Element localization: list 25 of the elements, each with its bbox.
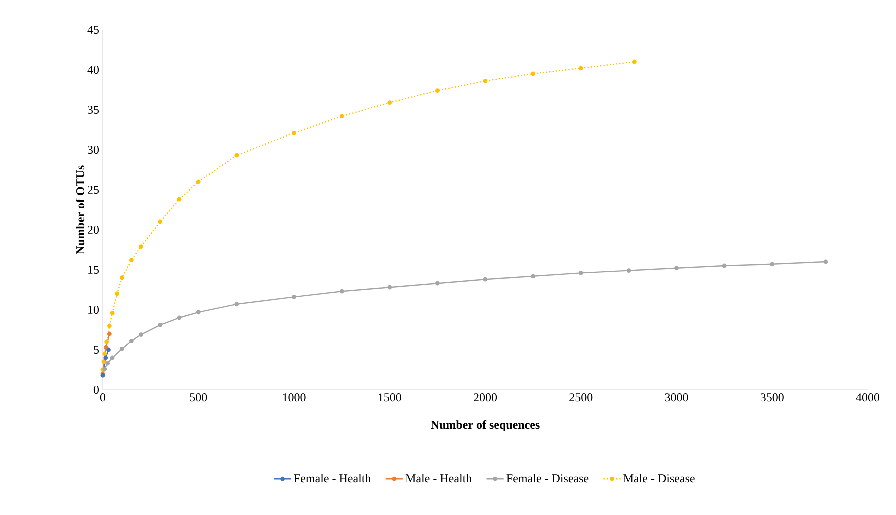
y-tick-label: 30 (88, 146, 100, 154)
y-tick-label: 0 (94, 386, 100, 394)
x-tick-label: 2500 (570, 394, 593, 402)
x-tick-label: 1500 (378, 394, 402, 402)
y-tick-label: 10 (88, 306, 100, 314)
x-tick-label: 0 (100, 394, 106, 402)
legend-label: Male - Disease (624, 474, 695, 483)
x-tick-label: 1000 (283, 394, 306, 402)
x-tick-label: 4000 (856, 394, 880, 402)
y-tick-label: 5 (94, 346, 100, 354)
y-tick-label: 40 (88, 66, 100, 74)
y-tick-label: 35 (88, 106, 100, 114)
y-tick-label: 15 (88, 266, 100, 274)
y-tick-label: 45 (88, 26, 100, 34)
y-tick-label: 25 (88, 186, 100, 194)
x-tick-label: 2000 (474, 394, 498, 402)
legend-label: Male - Health (406, 474, 472, 483)
x-tick-label: 500 (190, 394, 208, 402)
legend-label: Female - Disease (506, 474, 589, 483)
legend-label: Female - Health (294, 474, 372, 483)
y-tick-label: 20 (88, 226, 100, 234)
x-axis-title: Number of sequences (431, 420, 540, 432)
y-axis-title: Number of OTUs (76, 166, 85, 254)
x-tick-label: 3000 (665, 394, 688, 402)
x-tick-label: 3500 (760, 394, 784, 402)
